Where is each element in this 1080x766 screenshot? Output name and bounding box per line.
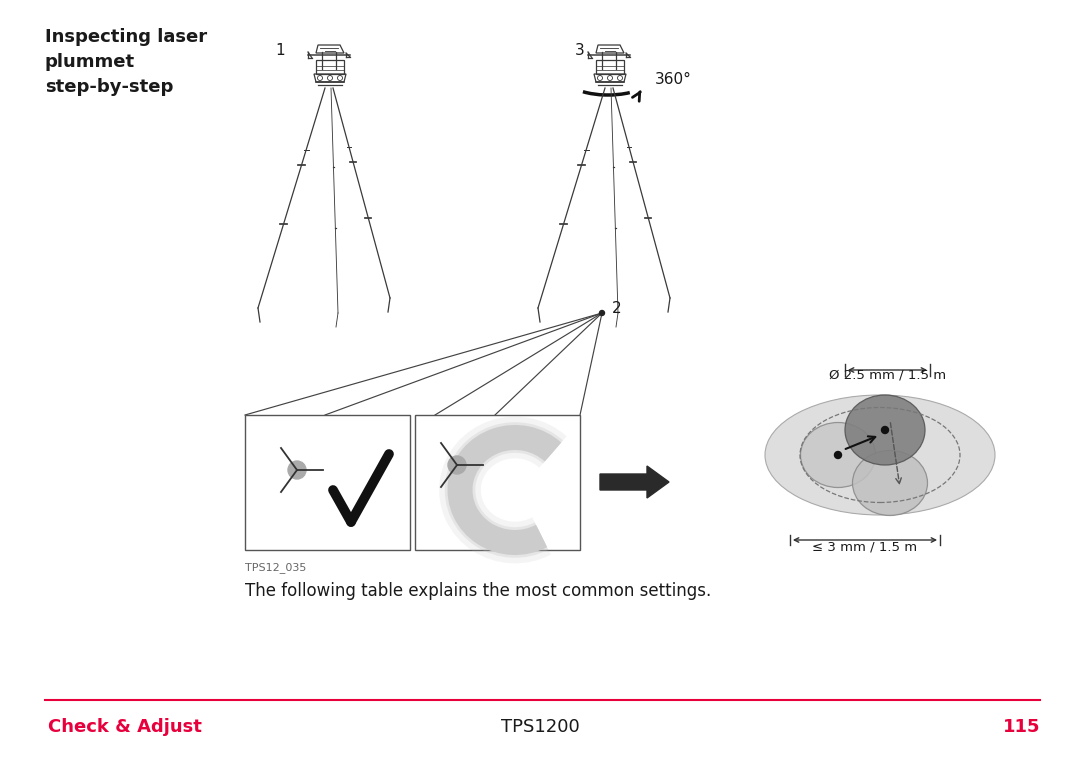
Polygon shape — [600, 466, 669, 498]
Ellipse shape — [800, 423, 876, 487]
Circle shape — [835, 451, 841, 459]
Circle shape — [599, 310, 605, 316]
Text: ≤ 3 mm / 1.5 m: ≤ 3 mm / 1.5 m — [812, 541, 918, 554]
Text: 360°: 360° — [654, 72, 692, 87]
Ellipse shape — [845, 395, 924, 465]
Circle shape — [448, 456, 465, 474]
Text: TPS12_035: TPS12_035 — [245, 562, 307, 573]
Text: TPS1200: TPS1200 — [501, 718, 579, 736]
Bar — [415, 415, 580, 550]
Ellipse shape — [765, 395, 995, 515]
Text: Check & Adjust: Check & Adjust — [48, 718, 202, 736]
Circle shape — [288, 461, 306, 479]
Text: Ø 2.5 mm / 1.5 m: Ø 2.5 mm / 1.5 m — [829, 369, 946, 382]
Text: 2: 2 — [612, 301, 622, 316]
Bar — [245, 415, 410, 550]
Circle shape — [881, 427, 889, 434]
Text: 3: 3 — [575, 43, 584, 58]
Text: The following table explains the most common settings.: The following table explains the most co… — [245, 582, 712, 600]
Ellipse shape — [852, 450, 928, 516]
Text: 115: 115 — [1002, 718, 1040, 736]
Text: Inspecting laser
plummet
step-by-step: Inspecting laser plummet step-by-step — [45, 28, 207, 96]
Text: 1: 1 — [275, 43, 285, 58]
